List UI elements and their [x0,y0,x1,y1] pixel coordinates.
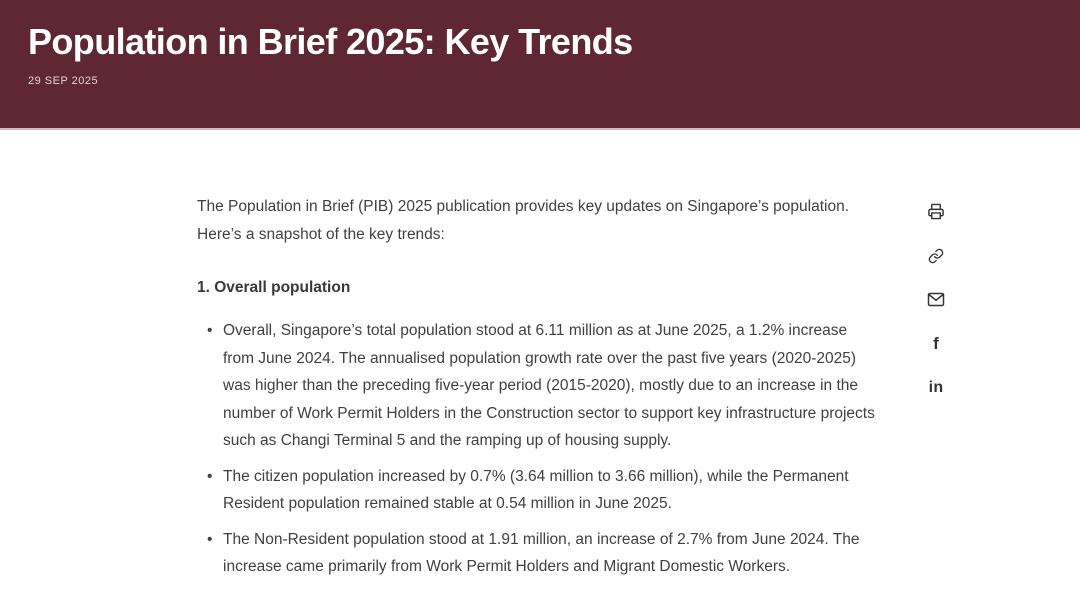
page-title: Population in Brief 2025: Key Trends [28,21,633,62]
list-item: The citizen population increased by 0.7%… [197,463,881,518]
mail-icon [927,292,945,307]
article-body: The Population in Brief (PIB) 2025 publi… [197,193,881,589]
facebook-share-button[interactable]: f [926,335,946,352]
facebook-icon: f [933,334,939,353]
page-header: Population in Brief 2025: Key Trends 29 … [0,0,1080,130]
section-heading: 1. Overall population [197,279,351,296]
list-item: Overall, Singapore’s total population st… [197,317,881,455]
link-icon [928,248,944,264]
bullet-list: Overall, Singapore’s total population st… [197,317,881,581]
share-toolbar: f in [926,203,946,396]
intro-paragraph: The Population in Brief (PIB) 2025 publi… [197,198,849,243]
publish-date: 29 SEP 2025 [28,75,99,87]
print-button[interactable] [926,203,946,220]
linkedin-icon: in [928,379,944,396]
printer-icon [927,203,945,220]
copy-link-button[interactable] [926,247,946,264]
linkedin-share-button[interactable]: in [926,379,946,396]
email-button[interactable] [926,291,946,308]
list-item: The Non-Resident population stood at 1.9… [197,526,881,581]
